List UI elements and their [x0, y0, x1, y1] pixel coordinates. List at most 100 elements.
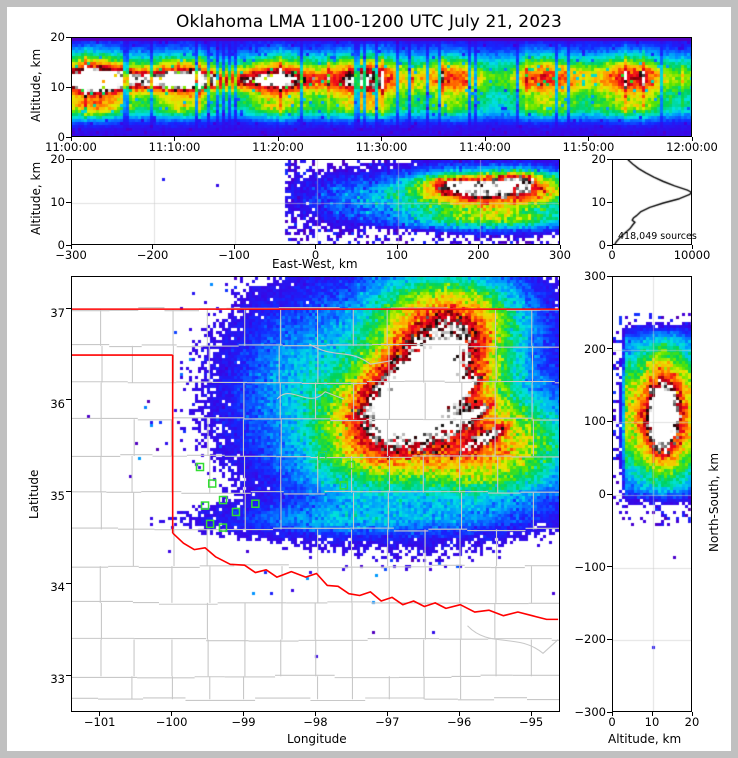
- axis-tick: [66, 491, 71, 493]
- east-west-ytick-20: 20: [50, 152, 65, 166]
- time-height-ytick-0: 0: [57, 130, 65, 144]
- axis-tick: [691, 245, 693, 249]
- time-height-ytick-10: 10: [50, 80, 65, 94]
- map-vector-overlay: [72, 307, 559, 702]
- source-count-annotation: 418,049 sources: [618, 231, 697, 242]
- time-height-xtick-4: 11:40:00: [459, 140, 511, 154]
- north-south-ytick-m200: −200: [574, 632, 606, 647]
- lma-figure: Oklahoma LMA 1100-1200 UTC July 21, 2023…: [7, 7, 731, 751]
- axis-tick: [691, 137, 693, 141]
- axis-tick: [315, 245, 316, 249]
- axis-tick: [233, 245, 235, 249]
- axis-tick: [381, 137, 382, 141]
- east-west-xtick-300: 300: [549, 248, 571, 262]
- north-south-ytick-m300: −300: [574, 705, 606, 719]
- time-height-xtick-2: 11:20:00: [252, 140, 304, 154]
- map-xtick-m98: −98: [303, 715, 328, 729]
- east-west-xlabel: East-West, km: [272, 257, 358, 271]
- east-west-xtick-100: 100: [386, 248, 408, 262]
- time-height-panel[interactable]: [71, 37, 692, 137]
- east-west-xtick-0: 0: [311, 248, 320, 262]
- axis-tick: [607, 711, 612, 713]
- time-height-density-canvas: [72, 38, 691, 136]
- axis-tick: [66, 674, 71, 676]
- axis-tick: [607, 493, 612, 495]
- east-west-xtick-m300: −300: [55, 248, 87, 262]
- north-south-ytick-m100: −100: [574, 559, 606, 574]
- axis-tick: [530, 712, 532, 716]
- axis-tick: [243, 712, 245, 716]
- time-height-ytick-20: 20: [50, 30, 65, 44]
- map-ytick-35: 35: [50, 489, 65, 503]
- axis-tick: [66, 399, 71, 401]
- map-xlabel: Longitude: [287, 732, 347, 746]
- axis-tick: [651, 712, 653, 716]
- axis-tick: [66, 158, 71, 160]
- north-south-panel[interactable]: [612, 276, 692, 712]
- figure-title: Oklahoma LMA 1100-1200 UTC July 21, 2023: [176, 12, 562, 32]
- time-height-xtick-1: 11:10:00: [148, 140, 201, 154]
- plan-view-map-panel[interactable]: [71, 276, 560, 712]
- time-height-xtick-5: 11:50:00: [562, 140, 615, 154]
- axis-tick: [66, 36, 71, 38]
- map-ytick-33: 33: [50, 672, 65, 686]
- axis-tick: [478, 245, 479, 249]
- axis-tick: [66, 86, 71, 88]
- map-ytick-37: 37: [50, 306, 65, 320]
- east-west-ylabel: Altitude, km: [29, 161, 43, 235]
- axis-tick: [611, 712, 613, 716]
- axis-tick: [66, 582, 71, 584]
- east-west-xtick-m200: −200: [136, 248, 169, 262]
- east-west-xtick-200: 200: [467, 248, 490, 262]
- map-ylabel: Latitude: [27, 469, 41, 519]
- axis-tick: [607, 201, 612, 203]
- map-xtick-m101: −101: [83, 715, 116, 729]
- axis-tick: [607, 348, 612, 350]
- east-west-xtick-m100: −100: [218, 248, 250, 262]
- north-south-xtick-20: 20: [684, 715, 700, 729]
- axis-tick: [66, 307, 71, 309]
- axis-tick: [386, 712, 388, 716]
- axis-tick: [277, 137, 279, 141]
- axis-tick: [70, 245, 72, 249]
- axis-tick: [611, 245, 613, 249]
- axis-tick: [559, 245, 561, 249]
- east-west-ytick-10: 10: [50, 195, 65, 209]
- north-south-ytick-0: 0: [598, 487, 606, 501]
- north-south-xtick-10: 10: [644, 715, 660, 729]
- map-xtick-m97: −97: [375, 715, 400, 729]
- time-height-xtick-6: 12:00:00: [666, 140, 718, 154]
- axis-tick: [607, 420, 612, 422]
- axis-tick: [315, 712, 316, 716]
- east-west-density-canvas: [72, 160, 559, 244]
- map-ytick-36: 36: [50, 397, 65, 411]
- histogram-ytick-20: 20: [591, 152, 606, 166]
- axis-tick: [607, 158, 612, 160]
- axis-tick: [99, 712, 101, 716]
- north-south-ytick-100: 100: [584, 414, 606, 429]
- altitude-histogram-panel[interactable]: [612, 159, 692, 245]
- axis-tick: [607, 638, 612, 640]
- axis-tick: [484, 137, 486, 141]
- axis-tick: [66, 244, 71, 246]
- time-height-xtick-3: 11:30:00: [355, 140, 408, 154]
- north-south-xtick-0: 0: [608, 715, 616, 729]
- north-south-density-canvas: [613, 277, 691, 711]
- axis-tick: [171, 712, 173, 716]
- axis-tick: [607, 566, 612, 568]
- altitude-histogram-canvas: [613, 160, 691, 244]
- axis-tick: [70, 137, 72, 141]
- axis-tick: [588, 137, 589, 141]
- map-xtick-m100: −100: [155, 715, 188, 729]
- map-xtick-m95: −95: [518, 715, 544, 729]
- histogram-ytick-0: 0: [598, 238, 606, 252]
- axis-tick: [396, 245, 398, 249]
- time-height-xtick-0: 11:00:00: [45, 140, 97, 154]
- axis-tick: [458, 712, 460, 716]
- east-west-ytick-0: 0: [57, 238, 65, 252]
- north-south-xlabel: Altitude, km: [608, 732, 682, 746]
- east-west-panel[interactable]: [71, 159, 560, 245]
- map-xtick-m99: −99: [231, 715, 256, 729]
- axis-tick: [174, 137, 175, 141]
- axis-tick: [691, 712, 693, 716]
